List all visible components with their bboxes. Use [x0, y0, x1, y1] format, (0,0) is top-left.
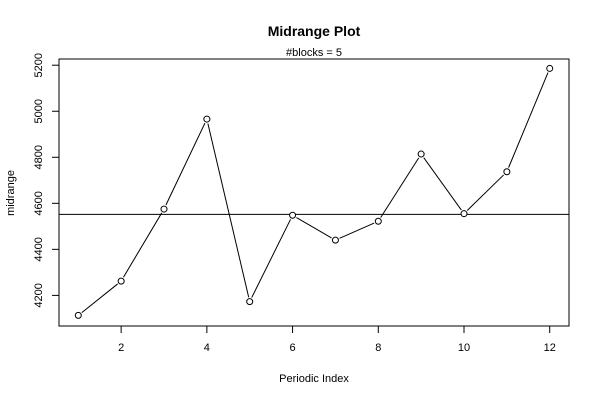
data-point [74, 311, 82, 319]
series-line-segment [423, 157, 462, 211]
y-tick-label: 4200 [33, 283, 45, 307]
chart-subtitle: #blocks = 5 [286, 47, 342, 59]
data-point [417, 150, 425, 158]
data-point [546, 64, 554, 72]
x-tick-label: 6 [290, 342, 296, 354]
data-point [460, 210, 468, 218]
y-tick-label: 4600 [33, 191, 45, 215]
y-tick-label: 5200 [33, 53, 45, 77]
data-point [160, 205, 168, 213]
data-point [374, 217, 382, 225]
series-line-segment [339, 222, 375, 239]
data-point [331, 236, 339, 244]
data-point [503, 168, 511, 176]
x-tick-label: 8 [375, 342, 381, 354]
y-tick-label: 4400 [33, 237, 45, 261]
x-tick-label: 2 [118, 342, 124, 354]
data-point [117, 277, 125, 285]
x-axis: 2 4 6 8 10 12 [118, 325, 556, 354]
x-tick-label: 4 [204, 342, 210, 354]
x-axis-label: Periodic Index [279, 373, 349, 385]
data-point [203, 115, 211, 123]
series-line-segment [380, 157, 420, 218]
data-point [289, 211, 297, 219]
x-tick-label: 12 [544, 342, 556, 354]
y-axis: 4200 4400 4600 4800 5000 5200 [33, 53, 60, 308]
plot-frame [58, 58, 570, 327]
series-line-segment [81, 283, 118, 313]
series-line-segment [207, 123, 250, 298]
series-line-segment [296, 217, 332, 239]
chart-title: Midrange Plot [268, 23, 361, 39]
y-tick-label: 5000 [33, 99, 45, 123]
series-line-segment [165, 122, 206, 206]
series-line-segment [466, 174, 504, 211]
y-tick-label: 4800 [33, 145, 45, 169]
series-line-segment [508, 72, 549, 168]
midrange-series [74, 64, 554, 319]
x-tick-label: 10 [458, 342, 470, 354]
y-axis-label: midrange [5, 170, 17, 216]
series-line-segment [251, 219, 292, 298]
data-point [246, 298, 254, 306]
series-line-segment [123, 212, 163, 278]
